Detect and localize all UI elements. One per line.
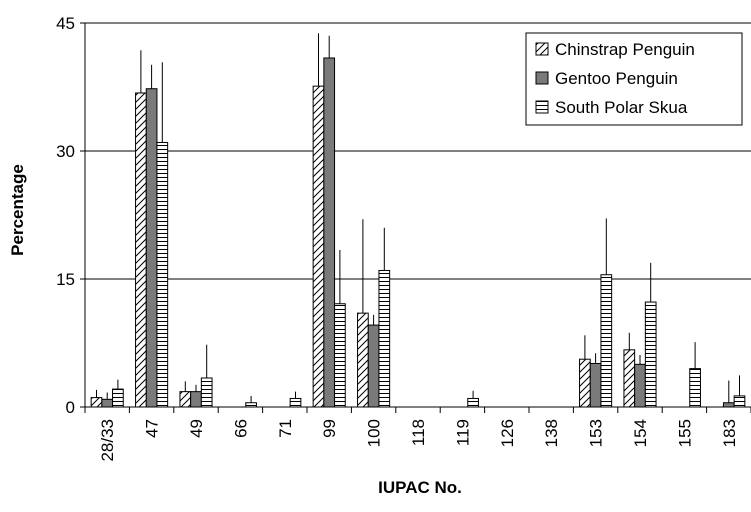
bar-0-0 xyxy=(90,397,103,408)
bar-1-5 xyxy=(323,57,336,408)
bar-2-0 xyxy=(112,388,124,408)
x-tick-label: 71 xyxy=(276,419,295,438)
x-tick-label: 66 xyxy=(231,419,250,438)
bar-0-11 xyxy=(579,358,591,408)
axes xyxy=(80,22,751,413)
x-tick-label: 28/33 xyxy=(98,419,117,462)
bar-0-1 xyxy=(135,92,147,408)
bar-2-4 xyxy=(289,397,302,408)
x-axis-title: IUPAC No. xyxy=(378,478,462,497)
legend-label-chinstrap: Chinstrap Penguin xyxy=(555,40,695,59)
bar-0-12 xyxy=(623,349,636,408)
bar-2-1 xyxy=(156,141,169,408)
bar-1-0 xyxy=(101,398,114,408)
legend-swatch-gentoo xyxy=(535,71,549,85)
bar-0-2 xyxy=(179,391,192,408)
legend-label-gentoo: Gentoo Penguin xyxy=(555,69,678,88)
bar-1-14 xyxy=(722,402,735,408)
bar-2-8 xyxy=(467,397,479,408)
bar-0-5 xyxy=(312,85,325,408)
bar-2-2 xyxy=(200,377,213,408)
y-tick-label: 45 xyxy=(56,14,75,33)
x-tick-label: 138 xyxy=(542,419,561,447)
x-tick-label: 153 xyxy=(587,419,606,447)
x-tick-label: 155 xyxy=(675,419,694,447)
x-tick-label: 154 xyxy=(631,419,650,447)
legend-box xyxy=(525,32,743,126)
tick-labels: 0 15 30 45 28/33 47 49 66 71 99 100 118 119 126 138 153… xyxy=(56,14,739,462)
bar-1-1 xyxy=(145,88,158,408)
bar-0-6 xyxy=(357,312,369,408)
y-tick-label: 15 xyxy=(56,270,75,289)
bar-2-11 xyxy=(600,274,613,408)
x-tick-label: 99 xyxy=(320,419,339,438)
x-tick-label: 49 xyxy=(187,419,206,438)
y-axis-title: Percentage xyxy=(8,164,27,256)
legend: Chinstrap Penguin Gentoo Penguin South P… xyxy=(525,32,743,126)
legend-label-skua: South Polar Skua xyxy=(555,98,688,117)
bar-2-6 xyxy=(378,269,391,408)
x-tick-label: 183 xyxy=(720,419,739,447)
bar-2-14 xyxy=(733,395,746,408)
x-tick-label: 47 xyxy=(143,419,162,438)
x-tick-label: 119 xyxy=(453,419,472,446)
x-tick-label: 126 xyxy=(498,419,517,447)
bar-1-2 xyxy=(190,391,202,408)
bar-2-12 xyxy=(644,301,657,408)
y-tick-label: 30 xyxy=(56,142,75,161)
bar-1-11 xyxy=(589,362,602,408)
legend-swatch-skua xyxy=(535,100,549,114)
x-tick-label: 100 xyxy=(365,419,384,447)
bar-2-3 xyxy=(245,402,257,408)
x-tick-label: 118 xyxy=(409,419,428,446)
bar-2-13 xyxy=(689,368,701,408)
bar-2-5 xyxy=(334,303,346,408)
gridlines xyxy=(85,22,751,280)
y-tick-label: 0 xyxy=(66,398,75,417)
bar-1-6 xyxy=(367,324,380,408)
bar-1-12 xyxy=(634,363,646,408)
legend-swatch-chinstrap xyxy=(535,42,549,56)
